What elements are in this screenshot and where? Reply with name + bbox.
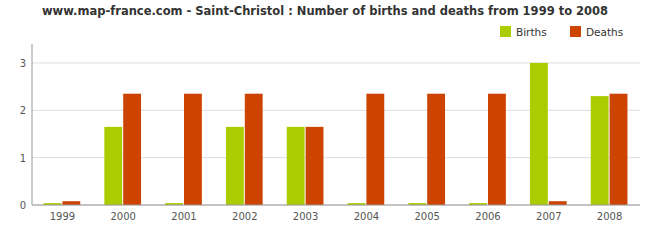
y-tick-label: 3 xyxy=(20,58,26,69)
legend: Births Deaths xyxy=(500,26,623,38)
legend-label: Deaths xyxy=(586,26,623,38)
x-tick-label: 2005 xyxy=(414,211,439,222)
bar xyxy=(287,127,305,205)
bar xyxy=(184,94,202,205)
bar xyxy=(427,94,445,205)
x-tick-label: 2003 xyxy=(293,211,318,222)
bar xyxy=(530,63,548,205)
bar xyxy=(488,94,506,205)
title: www.map-france.com - Saint-Christol : Nu… xyxy=(42,4,608,18)
grid-line xyxy=(32,62,640,63)
bar xyxy=(104,127,122,205)
bar xyxy=(591,96,609,205)
y-tick-label: 0 xyxy=(20,200,26,211)
bar xyxy=(226,127,244,205)
y-tick-label: 2 xyxy=(20,105,26,116)
x-axis xyxy=(32,205,640,206)
y-tick-label: 1 xyxy=(20,153,26,164)
chart: www.map-france.com - Saint-Christol : Nu… xyxy=(0,0,650,229)
bar xyxy=(123,94,141,205)
bar xyxy=(366,94,384,205)
x-tick-label: 2001 xyxy=(171,211,196,222)
y-axis xyxy=(32,44,33,205)
bars xyxy=(44,63,628,205)
grid xyxy=(32,63,640,205)
x-tick-label: 2002 xyxy=(232,211,257,222)
legend-swatch xyxy=(500,26,511,37)
bar xyxy=(549,201,567,205)
grid-line xyxy=(32,205,640,206)
legend-swatch xyxy=(570,26,581,37)
bar xyxy=(306,127,324,205)
x-tick-label: 2006 xyxy=(475,211,500,222)
bar xyxy=(62,201,80,205)
x-tick-label: 1999 xyxy=(50,211,75,222)
bar xyxy=(610,94,628,205)
x-tick-label: 2008 xyxy=(597,211,622,222)
chart-container: www.map-france.com - Saint-Christol : Nu… xyxy=(0,0,650,229)
bar xyxy=(245,94,263,205)
x-tick-label: 2007 xyxy=(536,211,561,222)
x-tick-label: 2000 xyxy=(110,211,135,222)
x-tick-label: 2004 xyxy=(354,211,379,222)
legend-label: Births xyxy=(516,26,547,38)
